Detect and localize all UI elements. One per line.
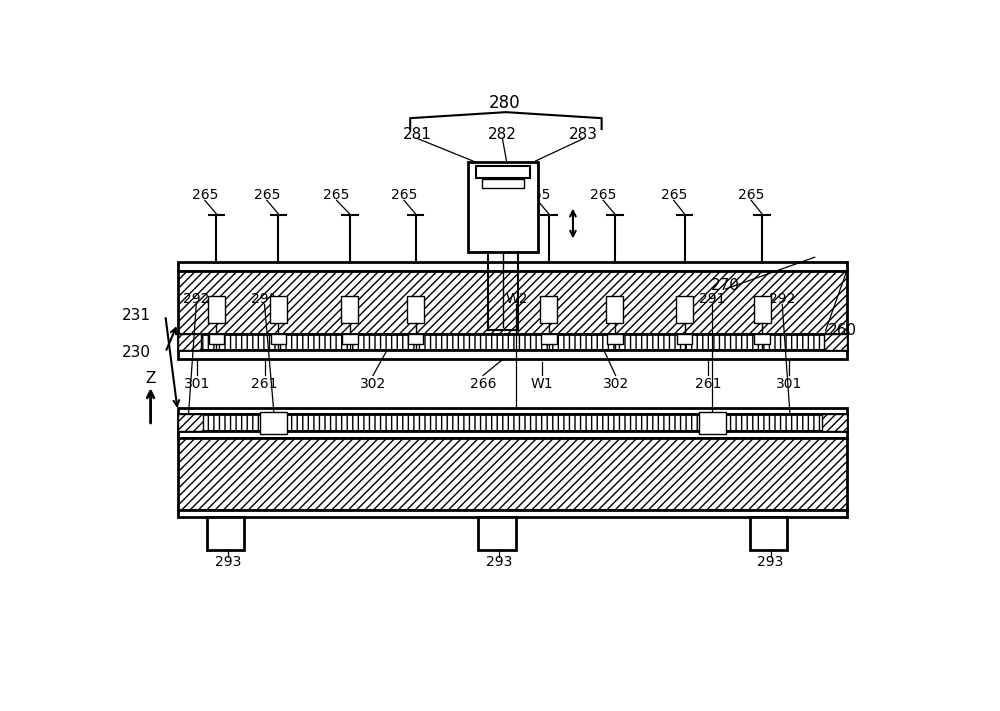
Text: 265: 265 <box>192 188 218 202</box>
Bar <box>178 272 847 334</box>
Bar <box>178 414 202 432</box>
Bar <box>407 296 424 324</box>
Bar <box>750 517 787 550</box>
Text: 293: 293 <box>757 555 784 569</box>
Text: 292: 292 <box>183 292 209 306</box>
Text: 260: 260 <box>828 323 857 338</box>
Text: 291: 291 <box>699 292 726 306</box>
Bar <box>754 334 770 344</box>
Text: 302: 302 <box>602 377 629 390</box>
Text: 265: 265 <box>738 188 764 202</box>
Bar <box>342 334 358 344</box>
Bar <box>178 262 847 272</box>
Bar <box>178 510 847 517</box>
Bar <box>606 296 623 324</box>
Text: 293: 293 <box>486 555 513 569</box>
Bar <box>482 179 524 188</box>
Bar <box>178 351 847 359</box>
Bar <box>178 408 847 414</box>
Text: 266: 266 <box>470 377 496 390</box>
Text: W1: W1 <box>531 377 553 390</box>
Text: 265: 265 <box>323 188 350 202</box>
Text: Z: Z <box>145 371 156 386</box>
Text: 261: 261 <box>251 377 278 390</box>
Bar <box>699 412 726 434</box>
Text: 281: 281 <box>403 127 432 142</box>
Text: 301: 301 <box>184 377 210 390</box>
Bar <box>341 296 358 324</box>
Bar <box>607 334 623 344</box>
Text: 265: 265 <box>524 188 550 202</box>
Bar <box>178 334 201 351</box>
Text: 265: 265 <box>661 188 687 202</box>
Bar <box>209 334 224 344</box>
Bar <box>476 166 530 178</box>
Text: 270: 270 <box>711 278 740 293</box>
Bar <box>260 412 287 434</box>
Text: W2: W2 <box>505 292 528 306</box>
Bar <box>208 296 225 324</box>
Text: 283: 283 <box>569 127 598 142</box>
Text: 230: 230 <box>122 345 151 360</box>
Bar <box>271 334 286 344</box>
Text: 293: 293 <box>215 555 241 569</box>
Bar <box>824 334 847 351</box>
Text: 280: 280 <box>489 94 521 112</box>
Bar <box>676 296 693 324</box>
Bar <box>540 296 557 324</box>
Text: 265: 265 <box>254 188 280 202</box>
Bar <box>270 296 287 324</box>
Text: 282: 282 <box>488 127 517 142</box>
Bar <box>478 517 516 550</box>
Bar <box>178 414 847 432</box>
Text: 302: 302 <box>360 377 386 390</box>
Text: 292: 292 <box>769 292 795 306</box>
Text: 265: 265 <box>391 188 417 202</box>
Text: 301: 301 <box>776 377 802 390</box>
Bar <box>207 517 244 550</box>
Bar <box>468 162 538 252</box>
Bar <box>677 334 692 344</box>
Bar <box>178 334 847 351</box>
Bar <box>178 439 847 510</box>
Bar <box>754 296 771 324</box>
Bar <box>541 334 557 344</box>
Text: 291: 291 <box>251 292 278 306</box>
Bar <box>178 432 847 439</box>
Bar <box>408 334 423 344</box>
Bar <box>822 414 847 432</box>
Text: 231: 231 <box>122 308 151 323</box>
Text: 261: 261 <box>695 377 721 390</box>
Text: 265: 265 <box>590 188 616 202</box>
